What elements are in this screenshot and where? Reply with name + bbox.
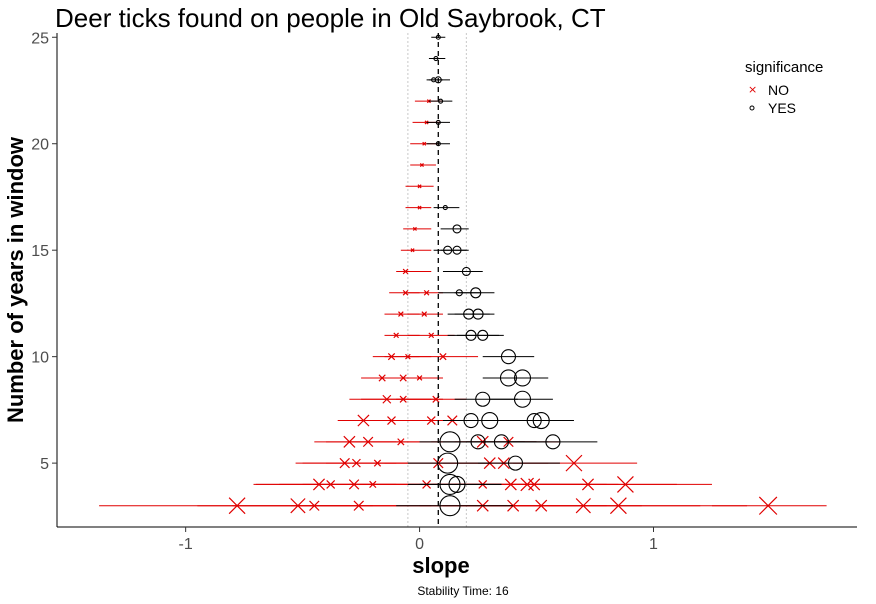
data-point-x [423, 289, 430, 296]
legend-marker-x: × [748, 83, 757, 96]
data-point-x [439, 353, 447, 361]
data-point-circle [472, 308, 484, 320]
data-point-circle [448, 475, 466, 493]
data-point-circle [507, 455, 524, 471]
data-point-circle [493, 434, 509, 450]
y-tick-label: 10 [31, 350, 49, 367]
y-axis-title: Number of years in window [3, 136, 28, 423]
y-tick-label: 15 [31, 243, 49, 260]
data-point-x [412, 226, 417, 231]
data-point-x [416, 375, 423, 381]
x-tick-label: 1 [649, 536, 658, 553]
caption: Stability Time: 16 [417, 584, 509, 598]
data-point-x [421, 311, 428, 317]
data-point-circle [452, 245, 462, 255]
series-no [99, 99, 827, 515]
legend: significance × NO YES [745, 59, 823, 116]
legend-entry-yes: YES [749, 100, 796, 116]
data-point-circle [438, 98, 444, 104]
legend-marker-circle [749, 105, 755, 111]
data-point-x [419, 162, 424, 168]
data-point-circle [461, 266, 471, 277]
data-point-x [616, 475, 634, 493]
data-point-circle [500, 349, 517, 365]
data-point-circle [513, 390, 532, 408]
data-point-circle [545, 434, 561, 450]
data-point-x [393, 332, 400, 339]
legend-label-yes: YES [768, 100, 796, 116]
data-point-circle [513, 369, 532, 387]
data-point-x [417, 205, 422, 210]
data-point-x [353, 500, 364, 511]
data-point-x [405, 353, 411, 360]
y-tick-label: 5 [40, 456, 49, 473]
y-ticks: 5 10 15 20 25 [31, 30, 57, 473]
series-layer [99, 34, 827, 517]
x-ticks: -1 0 1 [179, 527, 658, 553]
legend-title: significance [745, 59, 823, 76]
legend-entry-no: × NO [748, 82, 789, 98]
x-tick-label: -1 [179, 536, 193, 553]
data-point-x [397, 438, 405, 446]
data-point-x [565, 454, 583, 472]
chart-title: Deer ticks found on people in Old Saybro… [55, 3, 606, 33]
legend-label-no: NO [768, 82, 789, 98]
data-point-circle [437, 452, 459, 474]
data-point-x [373, 459, 382, 467]
x-tick-label: 0 [415, 536, 424, 553]
axes: -1 0 1 5 10 15 20 25 [31, 30, 857, 553]
y-tick-label: 20 [31, 137, 49, 154]
data-point-x [417, 184, 422, 189]
data-point-circle [477, 329, 489, 341]
data-point-x [410, 248, 415, 253]
data-point-x [402, 289, 409, 296]
data-point-circle [475, 391, 491, 407]
series-yes [396, 34, 598, 517]
data-point-x [422, 141, 427, 146]
y-tick-label: 25 [31, 30, 49, 47]
data-point-x [758, 496, 778, 515]
data-point-circle [532, 411, 550, 430]
data-point-x [609, 497, 627, 515]
data-point-x [402, 268, 409, 275]
data-point-circle [439, 495, 461, 517]
data-point-circle [442, 205, 448, 211]
x-axis-title: slope [412, 553, 469, 578]
data-point-circle [452, 224, 462, 234]
data-point-x [428, 332, 435, 339]
data-point-circle [470, 287, 482, 299]
data-point-x [398, 311, 404, 317]
data-point-circle [431, 77, 437, 83]
plot-area [99, 33, 827, 527]
data-point-circle [433, 56, 439, 62]
